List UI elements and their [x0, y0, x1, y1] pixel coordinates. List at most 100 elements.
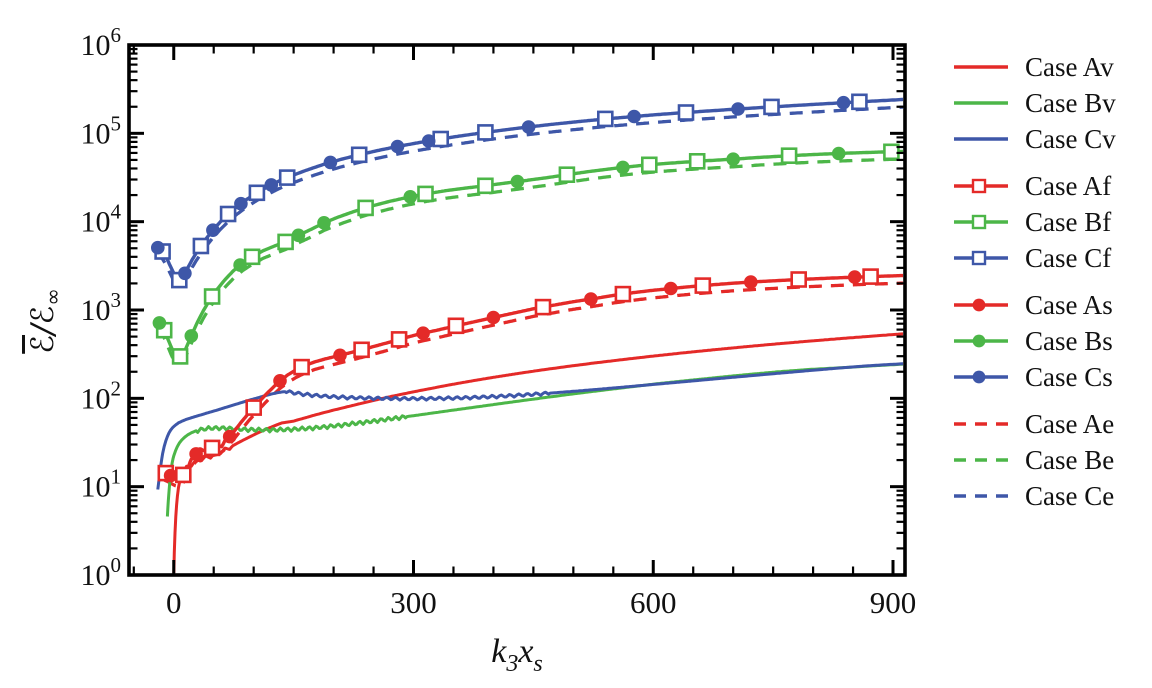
marker-circle-case-cs [627, 109, 641, 124]
marker-circle-case-cs [264, 178, 279, 192]
marker-square-case-cf [596, 110, 614, 128]
marker-square-case-af [203, 439, 221, 457]
marker-square-case-bf [688, 153, 706, 170]
legend-item-label: Case Bv [1025, 87, 1116, 118]
marker-square-case-af [694, 277, 712, 294]
legend-item-label: Case Bf [1025, 206, 1112, 237]
legend-item-case-as: Case As [953, 287, 1116, 323]
legend-item-case-bf: Case Bf [953, 204, 1116, 240]
marker-square-case-af [447, 317, 465, 335]
legend-item-label: Case As [1025, 289, 1113, 320]
marker-square-case-cf [192, 237, 210, 255]
marker-circle-case-cs [234, 196, 248, 211]
marker-circle-case-bs [831, 146, 846, 161]
legend-sample-line-square [954, 250, 1008, 266]
legend-sample-dashes [954, 458, 1008, 462]
x-tick-label: 0 [166, 585, 182, 620]
legend-item-case-ce: Case Ce [953, 478, 1116, 514]
marker-circle-case-cs [178, 266, 192, 281]
marker-circle-case-bs [726, 152, 740, 166]
legend-item-case-ae: Case Ae [953, 406, 1116, 442]
ylabel-subscript: ∞ [41, 288, 66, 306]
marker-circle-case-bs [317, 216, 331, 230]
legend-item-label: Case Ce [1025, 480, 1115, 511]
marker-circle-case-bs [291, 228, 306, 243]
y-tick-label: 102 [81, 376, 122, 415]
y-tick-label: 103 [81, 288, 122, 327]
legend: Case Av Case Bv Case Cv Case Af Case Bf Case … [953, 49, 1116, 514]
y-tick-label: 100 [81, 553, 122, 592]
marker-square-case-cf [763, 98, 780, 116]
marker-circle-case-bs [510, 174, 525, 189]
legend-item-case-cf: Case Cf [953, 240, 1116, 276]
marker-circle-case-as [189, 447, 203, 461]
marker-square-case-bf [277, 233, 294, 251]
marker-circle-case-as [222, 429, 237, 444]
marker-square-case-bf [780, 147, 798, 164]
legend-item-case-cv: Case Cv [953, 121, 1116, 157]
marker-square-case-bf [357, 199, 374, 217]
legend-sample-dashes [954, 422, 1008, 426]
marker-square-case-cf [851, 93, 868, 111]
marker-circle-case-bs [233, 258, 247, 272]
axis-ticks [129, 43, 905, 577]
legend-item-label: Case Af [1025, 170, 1112, 201]
series-case-cv [156, 362, 903, 490]
marker-square-case-af [790, 271, 808, 288]
legend-item-label: Case Ae [1025, 408, 1115, 439]
x-tick-label: 900 [870, 585, 917, 620]
legend-item-case-af: Case Af [953, 168, 1116, 204]
marker-square-case-bf [203, 288, 221, 305]
plot-frame [127, 43, 907, 577]
marker-circle-case-bs [184, 329, 199, 343]
marker-square-case-af [862, 268, 879, 285]
marker-square-case-bf [558, 166, 576, 183]
series-case-ce [154, 105, 903, 290]
legend-item-case-av: Case Av [953, 49, 1116, 85]
marker-circle-case-bs [403, 190, 418, 204]
legend-item-label: Case Cf [1025, 242, 1112, 273]
marker-circle-case-as [163, 468, 178, 483]
marker-circle-case-cs [836, 95, 851, 110]
marker-circle-case-as [333, 348, 347, 363]
legend-sample-line-square [954, 214, 1008, 230]
axis-tick-labels: 0 300 600 900 100 101 102 103 104 105 106 [81, 23, 917, 620]
legend-item-case-cs: Case Cs [953, 359, 1116, 395]
marker-circle-case-as [486, 310, 501, 325]
marker-square-case-af [293, 358, 310, 376]
legend-sample-line [954, 65, 1008, 69]
marker-square-case-bf [640, 156, 658, 174]
marker-square-case-cf [350, 146, 368, 164]
legend-sample-line-circle [954, 334, 1008, 348]
marker-square-case-bf [417, 185, 434, 203]
marker-square-case-cf [219, 205, 237, 223]
marker-circle-case-as [584, 292, 598, 306]
marker-circle-case-as [744, 275, 758, 289]
marker-square-case-cf [248, 184, 266, 202]
x-tick-label: 300 [390, 585, 437, 620]
marker-circle-case-cs [151, 240, 165, 255]
marker-circle-case-as [273, 374, 287, 388]
y-axis-label: ℰ/ℰ∞ [23, 219, 66, 423]
legend-item-label: Case Cs [1025, 361, 1113, 392]
series-case-av [172, 332, 903, 573]
legend-sample-line-circle [954, 298, 1008, 312]
legend-item-case-bv: Case Bv [953, 85, 1116, 121]
y-tick-label: 104 [81, 200, 122, 239]
marker-square-case-af [353, 341, 370, 359]
marker-square-case-af [614, 285, 632, 303]
marker-square-case-bf [171, 348, 189, 365]
marker-square-case-cf [677, 104, 695, 121]
marker-square-case-af [175, 466, 192, 484]
ylabel-slash: / [25, 324, 61, 335]
legend-item-label: Case Cv [1025, 123, 1116, 154]
plot-series-area [151, 93, 903, 573]
marker-circle-case-as [416, 326, 430, 341]
x-tick-label: 600 [630, 585, 677, 620]
y-tick-label: 101 [81, 465, 122, 504]
legend-item-label: Case Be [1025, 444, 1115, 475]
marker-square-case-bf [243, 248, 261, 266]
marker-square-case-bf [883, 143, 900, 161]
